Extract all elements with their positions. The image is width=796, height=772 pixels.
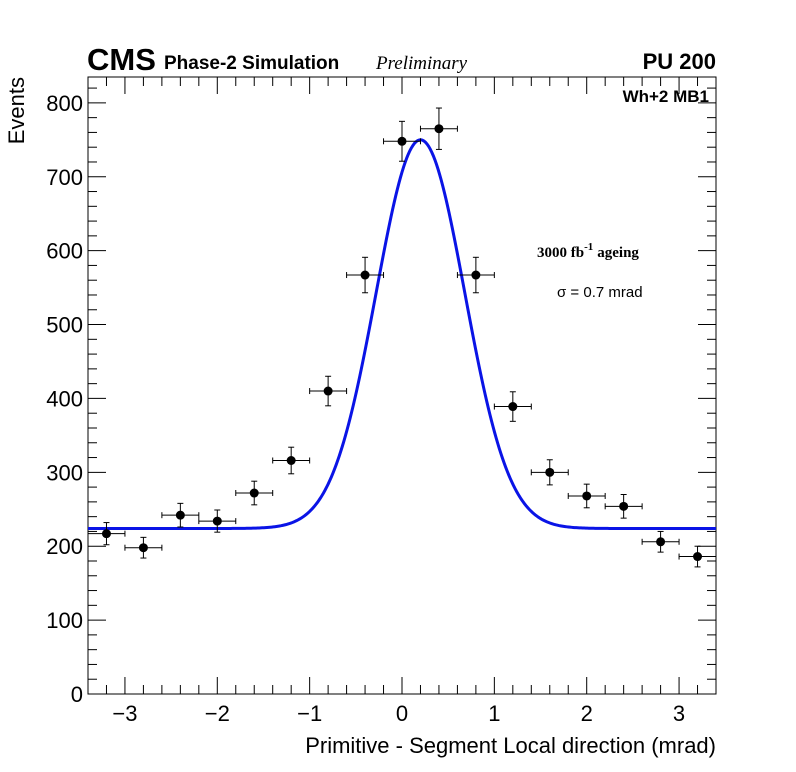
data-marker (249, 488, 259, 498)
data-point (309, 375, 348, 407)
data-point (124, 536, 163, 559)
data-point (198, 509, 237, 533)
data-point (678, 545, 717, 568)
data-marker (138, 543, 148, 553)
y-axis-title: Events (4, 77, 29, 144)
data-marker (397, 136, 407, 146)
x-tick-label: −2 (205, 701, 230, 726)
y-tick-label: 200 (46, 534, 83, 559)
data-point (161, 502, 200, 528)
y-tick-label: 600 (46, 239, 83, 264)
data-point (235, 480, 274, 506)
y-tick-label: 500 (46, 313, 83, 338)
ageing-value: 3000 fb (537, 245, 584, 261)
data-marker (212, 516, 222, 526)
x-tick-label: 3 (673, 701, 685, 726)
data-marker (582, 491, 592, 501)
ageing-label: 3000 fb-1 ageing (537, 241, 639, 261)
data-marker (619, 501, 629, 511)
y-tick-label: 700 (46, 165, 83, 190)
data-marker (101, 529, 111, 539)
data-point (383, 120, 421, 162)
data-marker (323, 386, 333, 396)
simulation-label: Phase-2 Simulation (164, 53, 339, 74)
y-tick-label: 400 (46, 386, 83, 411)
cms-label: CMS (87, 42, 156, 77)
data-point (456, 256, 495, 294)
y-tick-label: 800 (46, 91, 83, 116)
x-tick-label: 0 (396, 701, 408, 726)
y-tick-label: 0 (71, 682, 83, 707)
data-point (641, 530, 680, 553)
data-marker (508, 402, 518, 412)
data-marker (693, 552, 703, 562)
data-marker (656, 537, 666, 547)
y-tick-label: 300 (46, 460, 83, 485)
x-tick-label: −3 (112, 701, 137, 726)
ageing-word: ageing (597, 245, 639, 261)
data-marker (471, 270, 481, 280)
data-point (604, 493, 643, 519)
data-point (346, 256, 385, 294)
data-marker (360, 270, 370, 280)
sigma-label: σ = 0.7 mrad (557, 284, 643, 301)
chamber-label: Wh+2 MB1 (623, 87, 709, 106)
pileup-label: PU 200 (643, 49, 716, 74)
data-marker (434, 124, 444, 134)
data-point (419, 107, 458, 150)
data-point (87, 522, 126, 546)
data-marker (175, 510, 185, 520)
data-marker (286, 456, 296, 466)
plot-area: −3 −2 −1 0 1 2 3 0 100 200 300 400 500 600 700 800 (46, 76, 717, 726)
x-axis-title: Primitive - Segment Local direction (mra… (305, 733, 716, 758)
x-tick-label: 1 (488, 701, 500, 726)
y-tick-label: 100 (46, 608, 83, 633)
fit-curve (88, 138, 716, 530)
data-point (493, 391, 532, 422)
x-tick-label: 2 (581, 701, 593, 726)
data-point (567, 483, 606, 509)
data-point (530, 459, 569, 486)
data-point (272, 446, 311, 475)
data-marker (545, 467, 555, 477)
preliminary-label: Preliminary (375, 53, 468, 74)
x-tick-label: −1 (297, 701, 322, 726)
ageing-exponent: -1 (584, 241, 593, 253)
